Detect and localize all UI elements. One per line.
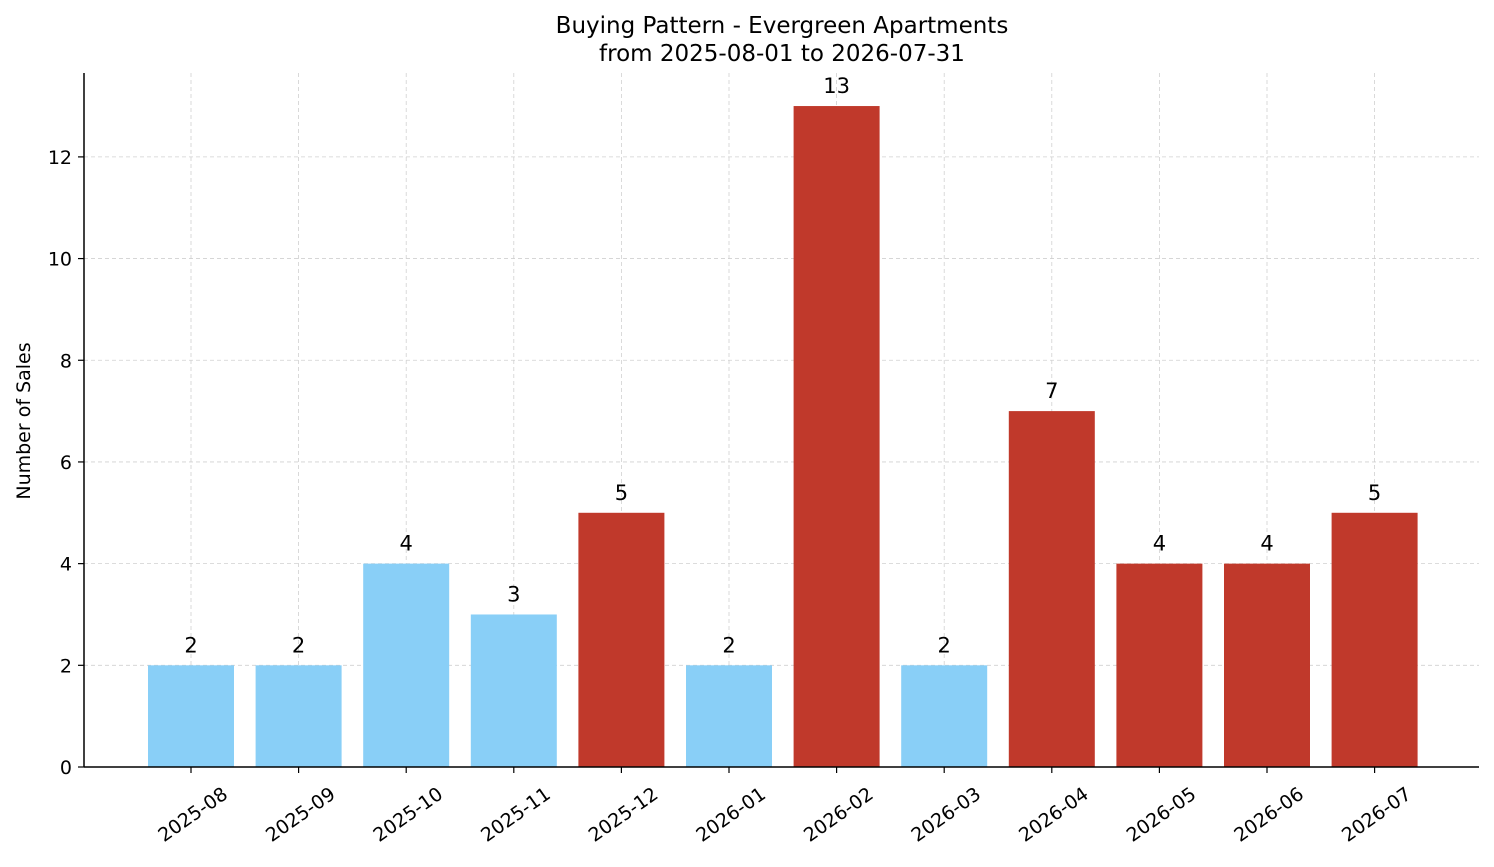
bar-value-label: 2 bbox=[722, 633, 735, 657]
y-tick-label: 2 bbox=[60, 655, 72, 677]
bars bbox=[148, 106, 1418, 768]
x-tick-label: 2026-05 bbox=[1123, 783, 1201, 847]
bar bbox=[1116, 563, 1203, 767]
chart-title: Buying Pattern - Evergreen Apartments bbox=[556, 13, 1009, 39]
x-tick-label: 2025-12 bbox=[585, 783, 663, 847]
x-tick-label: 2026-06 bbox=[1230, 783, 1308, 847]
x-ticks: 2025-08 2025-09 2025-10 2025-11 2025-12 2026-… bbox=[154, 767, 1415, 847]
bar-value-label: 2 bbox=[292, 633, 305, 657]
x-tick-label: 2026-04 bbox=[1015, 783, 1093, 847]
bar bbox=[470, 614, 557, 767]
bar-value-label: 4 bbox=[1260, 532, 1273, 556]
bar-value-label: 3 bbox=[507, 582, 520, 606]
y-tick-label: 0 bbox=[60, 757, 72, 779]
y-tick-label: 10 bbox=[48, 249, 72, 271]
bar-value-label: 2 bbox=[184, 633, 197, 657]
x-tick-label: 2025-10 bbox=[369, 783, 447, 847]
bar bbox=[1008, 411, 1095, 767]
y-tick-label: 4 bbox=[60, 554, 72, 576]
x-tick-label: 2026-03 bbox=[907, 783, 985, 847]
x-tick-label: 2026-01 bbox=[692, 783, 770, 847]
bar bbox=[148, 665, 234, 767]
bar bbox=[1224, 563, 1310, 767]
bar bbox=[363, 563, 450, 767]
x-tick-label: 2025-09 bbox=[262, 783, 340, 847]
bar-value-label: 2 bbox=[938, 633, 951, 657]
bar-value-label: 5 bbox=[615, 481, 628, 505]
bar bbox=[578, 512, 665, 767]
y-tick-label: 8 bbox=[60, 350, 72, 372]
x-tick-label: 2026-07 bbox=[1338, 783, 1416, 847]
axes bbox=[83, 73, 1479, 768]
bar-value-label: 7 bbox=[1045, 379, 1058, 403]
y-tick-label: 12 bbox=[48, 147, 72, 169]
bar bbox=[1331, 512, 1418, 767]
bar-value-label: 4 bbox=[400, 532, 413, 556]
x-tick-label: 2025-11 bbox=[477, 783, 555, 847]
y-axis-label: Number of Sales bbox=[13, 342, 35, 499]
x-tick-label: 2026-02 bbox=[800, 783, 878, 847]
bar-value-label: 13 bbox=[823, 74, 850, 98]
data-labels: 2 2 4 3 5 2 13 2 7 4 4 5 bbox=[184, 74, 1381, 657]
bar bbox=[901, 665, 988, 767]
bar bbox=[255, 665, 342, 767]
y-ticks: 0 2 4 6 8 10 12 bbox=[48, 147, 84, 779]
chart-subtitle: from 2025-08-01 to 2026-07-31 bbox=[599, 41, 965, 67]
x-tick-label: 2025-08 bbox=[154, 783, 232, 847]
y-tick-label: 6 bbox=[60, 452, 72, 474]
bar-value-label: 4 bbox=[1153, 532, 1166, 556]
bar bbox=[686, 665, 772, 767]
bar-value-label: 5 bbox=[1368, 481, 1381, 505]
bar bbox=[793, 106, 880, 768]
